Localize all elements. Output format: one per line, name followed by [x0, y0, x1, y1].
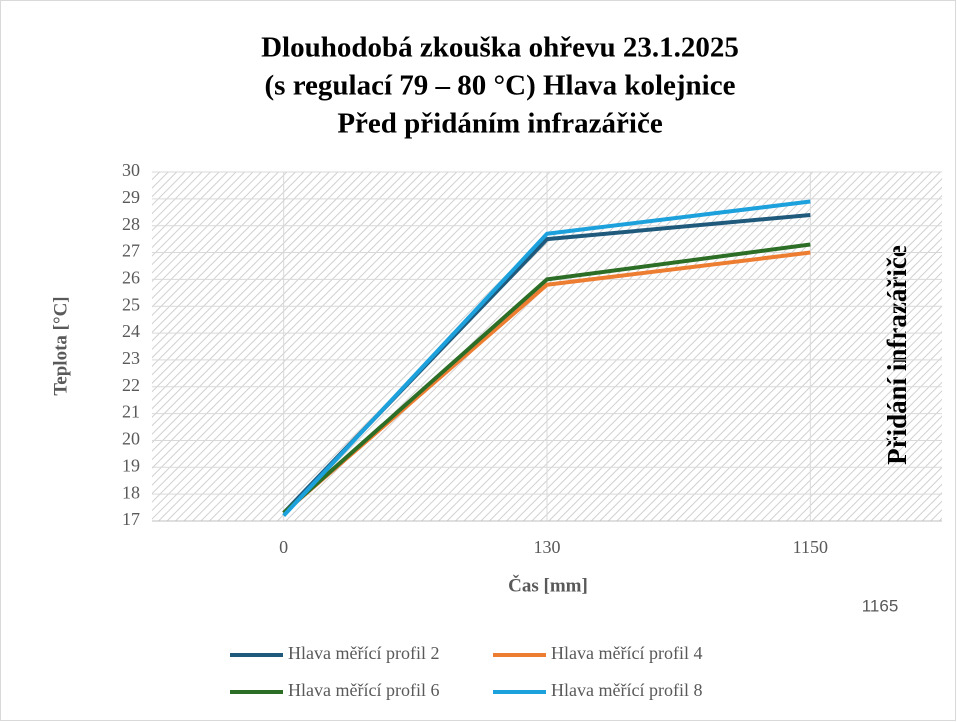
- legend-label: Hlava měřící profil 6: [288, 680, 439, 700]
- y-tick-label: 26: [122, 268, 140, 288]
- y-tick-label: 28: [122, 214, 140, 234]
- y-tick-label: 30: [122, 160, 140, 180]
- legend-label: Hlava měřící profil 8: [551, 680, 702, 700]
- y-tick-label: 18: [122, 482, 140, 502]
- chart-title: Před přidáním infrazářiče: [337, 108, 663, 140]
- y-tick-label: 29: [122, 187, 140, 207]
- x-axis-label: Čas [mm]: [508, 574, 588, 596]
- chart-title: Dlouhodobá zkouška ohřevu 23.1.2025: [261, 32, 739, 64]
- legend-label: Hlava měřící profil 2: [288, 643, 439, 663]
- x-tick-label: 0: [279, 537, 288, 557]
- y-tick-label: 25: [122, 294, 140, 314]
- series-line: [282, 199, 811, 517]
- y-axis-label: Teplota [°C]: [50, 296, 71, 395]
- y-tick-label: 22: [122, 375, 140, 395]
- annotation: 1165: [862, 596, 899, 615]
- y-tick-label: 17: [122, 509, 140, 529]
- chart-title: (s regulací 79 – 80 °C) Hlava kolejnice: [265, 70, 736, 102]
- y-tick-label: 21: [122, 402, 140, 422]
- legend-label: Hlava měřící profil 4: [551, 643, 702, 663]
- y-tick-label: 19: [122, 455, 140, 475]
- y-tick-label: 23: [122, 348, 140, 368]
- y-tick-label: 20: [122, 429, 140, 449]
- x-tick-label: 1150: [793, 537, 828, 557]
- x-tick-label: 130: [534, 537, 561, 557]
- y-tick-label: 27: [122, 241, 140, 261]
- annotation: Přidání infrazářiče: [882, 245, 912, 465]
- series-line: [282, 242, 811, 515]
- y-tick-label: 24: [122, 321, 140, 341]
